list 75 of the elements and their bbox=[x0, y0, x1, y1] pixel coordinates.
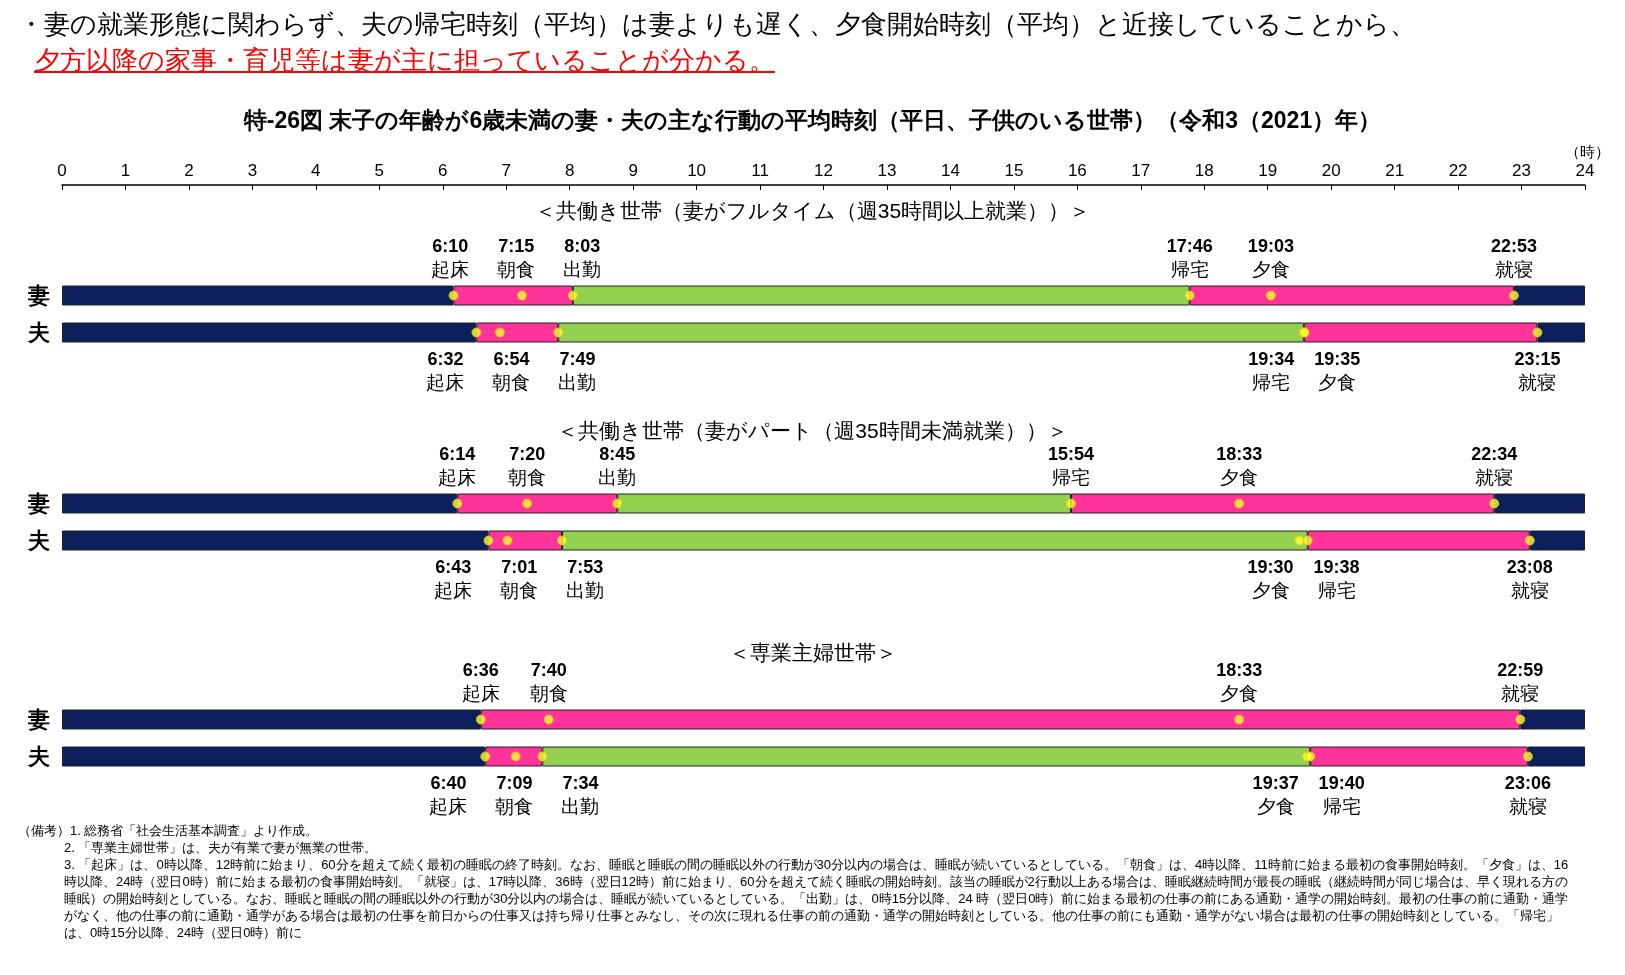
annotation: 15:54 帰宅 bbox=[1047, 443, 1095, 488]
chart-subtitle: ＜共働き世帯（妻がフルタイム（週35時間以上就業））＞ bbox=[534, 199, 1091, 222]
text: ・妻の就業形態に関わらず、夫の帰宅時刻（平均）は妻よりも遅く、夕食開始時刻（平均）と近接していることから、 bbox=[18, 8, 1416, 41]
annotation: 6:10 起床 bbox=[431, 235, 470, 280]
annotation: 6:54 朝食 bbox=[492, 348, 531, 393]
chart-subtitle: ＜共働き世帯（妻がパート（週35時間未満就業））＞ bbox=[557, 419, 1068, 442]
annotation: 18:33 夕食 bbox=[1216, 659, 1263, 704]
annotation: 7:09 朝食 bbox=[495, 772, 534, 817]
annotation: 7:40 朝食 bbox=[529, 659, 568, 704]
x-tick-label: 6 bbox=[438, 161, 448, 180]
annotation: 19:03 夕食 bbox=[1247, 235, 1294, 280]
annotation: 6:32 起床 bbox=[426, 348, 465, 393]
x-tick-label: 18 bbox=[1194, 161, 1214, 180]
x-tick-label: 7 bbox=[501, 161, 511, 180]
chart-title: 特-26図 末子の年齢が6歳未満の妻・夫の主な行動の平均時刻（平日、子供のいる世帯）（令和3（2021）年） bbox=[242, 106, 1382, 133]
annotation: 19:30 夕食 bbox=[1247, 556, 1294, 601]
text: （備考）1. 総務省「社会生活基本調査」より作成。 bbox=[18, 822, 320, 839]
x-tick-label: 5 bbox=[374, 161, 385, 180]
x-tick-label: 23 bbox=[1512, 161, 1531, 180]
annotation: 22:59 就寝 bbox=[1497, 659, 1544, 704]
x-tick-label: 21 bbox=[1385, 161, 1405, 180]
annotation: 23:08 就寝 bbox=[1506, 556, 1553, 601]
x-axis-title: （時） bbox=[1565, 143, 1610, 160]
x-tick-label: 20 bbox=[1321, 161, 1341, 180]
x-tick-label: 15 bbox=[1004, 161, 1024, 180]
x-tick-label: 8 bbox=[564, 161, 575, 180]
text: 夕方以降の家事・育児等は妻が主に担っていることが分かる。 bbox=[34, 44, 776, 77]
annotation: 22:53 就寝 bbox=[1490, 235, 1537, 280]
x-tick-label: 14 bbox=[940, 161, 960, 180]
chart-subtitle: ＜専業主婦世帯＞ bbox=[728, 641, 897, 664]
annotation: 8:45 出勤 bbox=[598, 443, 637, 488]
x-tick-label: 4 bbox=[311, 161, 321, 180]
annotation: 8:03 出勤 bbox=[563, 235, 602, 280]
annotation: 7:34 出勤 bbox=[561, 772, 600, 817]
annotation: 23:15 就寝 bbox=[1514, 348, 1561, 393]
annotation: 22:34 就寝 bbox=[1471, 443, 1518, 488]
annotation: 7:49 出勤 bbox=[558, 348, 597, 393]
annotation: 17:46 帰宅 bbox=[1166, 235, 1213, 280]
x-tick-label: 16 bbox=[1067, 161, 1087, 180]
x-tick-label: 1 bbox=[120, 161, 131, 180]
annotation: 18:33 夕食 bbox=[1216, 443, 1263, 488]
x-tick-label: 0 bbox=[57, 161, 67, 180]
text: 2. 「専業主婦世帯」は、夫が有業で妻が無業の世帯。 bbox=[64, 839, 379, 856]
annotation: 19:35 夕食 bbox=[1314, 348, 1361, 393]
annotation: 7:15 朝食 bbox=[497, 235, 536, 280]
x-tick-label: 11 bbox=[751, 161, 769, 180]
y-tick-label: 夫 bbox=[27, 744, 50, 769]
x-tick-label: 19 bbox=[1258, 161, 1278, 180]
y-tick-label: 妻 bbox=[27, 491, 50, 516]
annotation: 19:34 帰宅 bbox=[1248, 348, 1295, 393]
x-tick-label: 12 bbox=[814, 161, 833, 180]
text: 3. 「起床」は、0時以降、12時前に始まり、60分を超えて続く最初の睡眠の終了時刻。なお、睡眠と睡眠の間の睡眠以外の行動が30分以内の場合は、睡眠が続いているとしている。「朝食」は、4時以降、11時前に始まる最初の食事開始時刻。「夕食」は、16時以降、24時（翌日0時）前に始まる最初の食事開始時刻。「就寝」は、17時以降、36時（翌日12時）前に始まり、60分を超えて続く睡眠の開始時刻。該当の睡眠が2行動以上ある場合は、睡眠継続時間が最長の睡眠（継続時間が同じ場合は、早く現れる方の睡眠）の開始時刻としている。なお、睡眠と睡眠の間の睡眠以外の行動が30分以内の場合は、睡眠が続いているとしている。「出勤」は、0時15分以降、24 時（翌日0時）前に始まる最初の仕事の前にある通勤・通学の開始時刻。最初の仕事の前に通勤・通学がなく、他の仕事の前に通勤・通学がある場合は最初の仕事を前日からの仕事又は持ち帰り仕事とみなし、その次に現れる仕事の前の通勤・通学の開始時刻としている。他の仕事の前にも通勤・通学がない場合は最初の仕事の開始時刻としている。「帰宅」は、0時15分以降、24時（翌日0時）前に bbox=[64, 856, 1570, 941]
x-tick-label: 13 bbox=[877, 161, 897, 180]
annotation: 19:40 帰宅 bbox=[1318, 772, 1365, 817]
annotation: 7:53 出勤 bbox=[566, 556, 605, 601]
x-tick-label: 10 bbox=[687, 161, 707, 180]
y-tick-label: 夫 bbox=[27, 528, 50, 553]
annotation: 7:01 朝食 bbox=[500, 556, 539, 601]
x-tick-label: 17 bbox=[1131, 161, 1151, 180]
y-tick-label: 夫 bbox=[27, 320, 50, 345]
annotation: 6:14 起床 bbox=[438, 443, 477, 488]
annotation: 7:20 朝食 bbox=[508, 443, 547, 488]
x-tick-label: 3 bbox=[247, 161, 258, 180]
annotation: 6:36 起床 bbox=[461, 659, 500, 704]
y-tick-label: 妻 bbox=[27, 707, 50, 732]
x-tick-label: 22 bbox=[1448, 161, 1468, 180]
y-tick-label: 妻 bbox=[27, 283, 50, 308]
x-tick-label: 9 bbox=[628, 161, 638, 180]
annotation: 23:06 就寝 bbox=[1504, 772, 1551, 817]
x-tick-label: 24 bbox=[1575, 161, 1595, 180]
x-tick-label: 2 bbox=[184, 161, 194, 180]
annotation: 19:38 帰宅 bbox=[1313, 556, 1360, 601]
annotation: 19:37 夕食 bbox=[1252, 772, 1299, 817]
annotation: 6:43 起床 bbox=[434, 556, 473, 601]
annotation: 6:40 起床 bbox=[429, 772, 468, 817]
